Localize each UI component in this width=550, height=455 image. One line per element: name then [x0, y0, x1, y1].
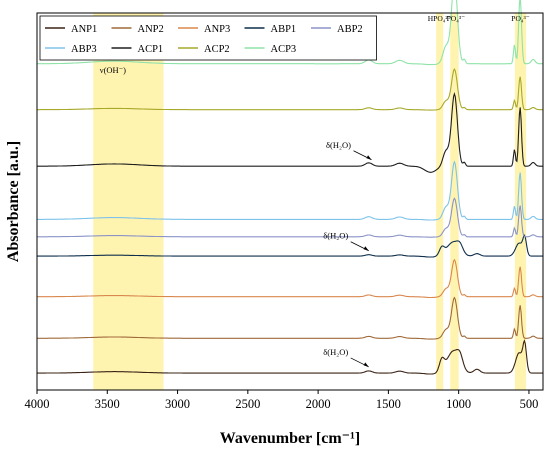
x-tick-label-3: 2500	[235, 397, 260, 411]
annotation-label-2: δ(H₂O)	[323, 347, 348, 357]
x-tick-label-0: 4000	[25, 397, 50, 411]
annotation-label-0: δ(H₂O)	[326, 140, 351, 150]
x-tick-label-2: 3000	[165, 397, 190, 411]
legend-label-acp3: ACP3	[271, 44, 297, 55]
x-tick-label-1: 3500	[95, 397, 120, 411]
series-abp1-line	[37, 234, 543, 258]
annotation-arrowhead-2	[363, 362, 369, 367]
x-tick-label-7: 500	[520, 397, 539, 411]
plot-frame	[36, 12, 544, 391]
legend-label-anp3: ANP3	[204, 24, 230, 35]
legend-label-abp3: ABP3	[71, 44, 97, 55]
series-anp2-line	[37, 296, 543, 340]
spectra-series	[37, 0, 543, 375]
x-tick-label-6: 1000	[446, 397, 471, 411]
band-3	[514, 13, 527, 390]
series-anp3-line	[37, 258, 543, 299]
band-0	[93, 13, 164, 390]
x-tick-label-4: 2000	[306, 397, 331, 411]
highlight-bands	[93, 13, 527, 390]
series-abp2-line	[37, 197, 543, 238]
legend: ANP1 ANP2 ANP3 ABP1 ABP2 ABP3 ACP1 ACP2 ACP3	[39, 15, 377, 61]
band-label-2: PO₄³⁻	[447, 14, 465, 23]
x-tick-label-5: 1500	[376, 397, 401, 411]
legend-box	[39, 15, 377, 61]
band-label-0: ν(OH⁻)	[100, 65, 126, 75]
series-abp3-line	[37, 160, 543, 221]
legend-label-abp1: ABP1	[271, 24, 297, 35]
x-axis-ticks: 4000 3500 3000 2500 2000 1500 1000 500	[25, 390, 539, 411]
band-label-1: HPO₄²⁻	[428, 14, 452, 23]
legend-label-acp1: ACP1	[138, 44, 164, 55]
series-anp1-line	[37, 339, 543, 375]
annotations: δ(H₂O)δ(H₂O)δ(H₂O)ν(OH⁻)HPO₄²⁻PO₄³⁻ PO₄³⁻	[100, 14, 530, 368]
legend-label-anp1: ANP1	[71, 24, 97, 35]
legend-label-acp2: ACP2	[204, 44, 230, 55]
legend-label-abp2: ABP2	[337, 24, 363, 35]
annotation-label-1: δ(H₂O)	[323, 231, 348, 241]
legend-label-anp2: ANP2	[138, 24, 164, 35]
y-axis-title: Absorbance [a.u.]	[5, 141, 22, 262]
annotation-arrowhead-1	[363, 246, 369, 251]
series-acp3-line	[37, 0, 543, 66]
series-acp1-line	[37, 92, 543, 173]
band-label-3: PO₄³⁻	[511, 14, 529, 23]
annotation-arrowhead-0	[366, 155, 372, 160]
band-1	[436, 13, 444, 390]
band-2	[450, 13, 459, 390]
x-axis-title: Wavenumber [cm⁻¹]	[220, 430, 360, 447]
series-acp2-line	[37, 67, 543, 111]
